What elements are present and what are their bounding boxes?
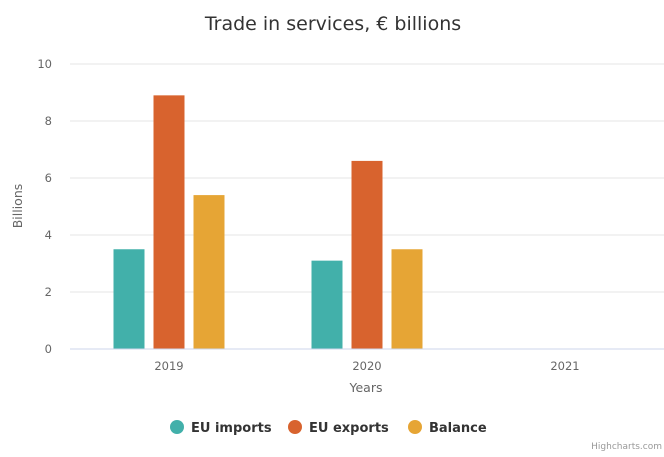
y-tick-label: 0: [45, 342, 52, 356]
legend-marker: [408, 420, 422, 434]
bar-balance-2019[interactable]: [193, 195, 225, 349]
y-tick-label: 6: [45, 171, 52, 185]
bar-eu-exports-2019[interactable]: [153, 95, 185, 349]
y-axis-title: Billions: [10, 184, 25, 229]
legend-label: EU imports: [191, 421, 272, 436]
credits-text[interactable]: Highcharts.com: [591, 442, 662, 452]
chart-title: Trade in services, € billions: [204, 13, 461, 35]
legend: EU imports EU exports Balance: [170, 420, 487, 436]
y-tick-label: 8: [45, 114, 52, 128]
x-axis-title: Years: [349, 380, 383, 395]
legend-item-balance[interactable]: Balance: [408, 420, 487, 436]
legend-marker: [288, 420, 302, 434]
bar-eu-imports-2020[interactable]: [311, 260, 343, 349]
x-axis-ticks: 2019 2020 2021: [154, 359, 579, 373]
bar-balance-2020[interactable]: [391, 249, 423, 349]
bars: [113, 95, 423, 349]
y-tick-label: 2: [45, 285, 52, 299]
legend-label: EU exports: [309, 421, 389, 436]
y-tick-label: 10: [37, 57, 52, 71]
x-tick-label: 2021: [550, 359, 579, 373]
y-tick-label: 4: [45, 228, 52, 242]
x-tick-label: 2019: [154, 359, 183, 373]
bar-eu-imports-2019[interactable]: [113, 249, 145, 349]
legend-item-eu-imports[interactable]: EU imports: [170, 420, 272, 436]
y-axis-ticks: 0 2 4 6 8 10: [37, 57, 52, 356]
x-tick-label: 2020: [352, 359, 381, 373]
legend-marker: [170, 420, 184, 434]
legend-label: Balance: [429, 421, 487, 436]
bar-eu-exports-2020[interactable]: [351, 160, 383, 349]
legend-item-eu-exports[interactable]: EU exports: [288, 420, 389, 436]
